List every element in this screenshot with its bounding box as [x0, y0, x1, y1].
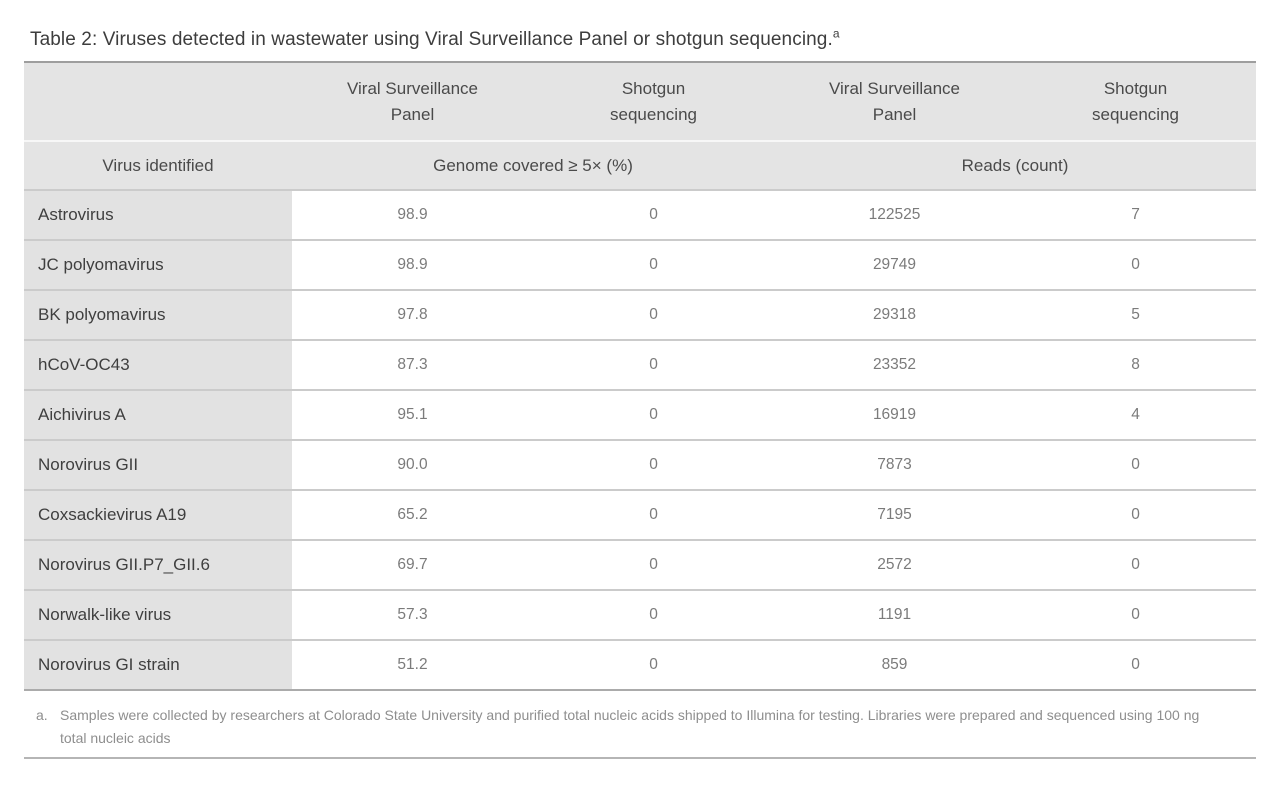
- shotgun-genome-cell: 0: [649, 256, 658, 273]
- shotgun-genome-cell: 0: [649, 656, 658, 673]
- shotgun-reads-cell: 0: [1131, 656, 1140, 673]
- header-vsp-genome: Viral Surveillance Panel: [346, 78, 479, 124]
- table-row: Aichivirus A 95.1 0 16919 4: [24, 389, 1256, 439]
- shotgun-genome-cell: 0: [649, 356, 658, 373]
- footnote-marker: a.: [36, 707, 48, 723]
- virus-name-cell: hCoV-OC43: [24, 341, 292, 389]
- virus-name-cell: Norwalk-like virus: [24, 591, 292, 639]
- table-row: Norovirus GI strain 51.2 0 859 0: [24, 639, 1256, 689]
- shotgun-reads-cell: 4: [1131, 406, 1140, 423]
- header-genome-covered: Genome covered ≥ 5× (%): [433, 155, 633, 175]
- shotgun-reads-cell: 7: [1131, 206, 1140, 223]
- table-row: BK polyomavirus 97.8 0 29318 5: [24, 289, 1256, 339]
- vsp-reads-cell: 859: [881, 656, 908, 673]
- header-vsp-reads: Viral Surveillance Panel: [828, 78, 961, 124]
- vsp-genome-cell: 98.9: [397, 256, 428, 273]
- shotgun-reads-cell: 0: [1131, 256, 1140, 273]
- table-row: Norovirus GII.P7_GII.6 69.7 0 2572 0: [24, 539, 1256, 589]
- vsp-genome-cell: 69.7: [397, 556, 428, 573]
- bottom-divider: [24, 757, 1256, 759]
- shotgun-genome-cell: 0: [649, 206, 658, 223]
- shotgun-reads-cell: 0: [1131, 556, 1140, 573]
- shotgun-genome-cell: 0: [649, 506, 658, 523]
- vsp-genome-cell: 51.2: [397, 656, 428, 673]
- shotgun-genome-cell: 0: [649, 406, 658, 423]
- table-bottom-border: [24, 689, 1256, 691]
- table-footnote: a. Samples were collected by researchers…: [24, 691, 1256, 757]
- header-shotgun-reads: Shotgun sequencing: [1092, 78, 1179, 124]
- table-row: JC polyomavirus 98.9 0 29749 0: [24, 239, 1256, 289]
- table-row: Coxsackievirus A19 65.2 0 7195 0: [24, 489, 1256, 539]
- table-caption-text: Table 2: Viruses detected in wastewater …: [30, 29, 833, 50]
- shotgun-reads-cell: 0: [1131, 606, 1140, 623]
- table-caption: Table 2: Viruses detected in wastewater …: [30, 28, 840, 52]
- vsp-reads-cell: 1191: [877, 606, 912, 623]
- shotgun-genome-cell: 0: [649, 556, 658, 573]
- virus-name-cell: Norovirus GI strain: [24, 641, 292, 689]
- vsp-genome-cell: 97.8: [397, 306, 428, 323]
- vsp-genome-cell: 90.0: [397, 456, 428, 473]
- vsp-genome-cell: 98.9: [397, 206, 428, 223]
- shotgun-reads-cell: 5: [1131, 306, 1140, 323]
- footnote-text: Samples were collected by researchers at…: [60, 707, 1200, 746]
- header-empty-cell: [24, 63, 292, 140]
- vsp-reads-cell: 7195: [877, 506, 912, 523]
- virus-name-cell: JC polyomavirus: [24, 241, 292, 289]
- table-header-row-methods: Viral Surveillance Panel Shotgun sequenc…: [24, 61, 1256, 140]
- vsp-reads-cell: 2572: [877, 556, 912, 573]
- table-row: Astrovirus 98.9 0 122525 7: [24, 189, 1256, 239]
- shotgun-reads-cell: 0: [1131, 506, 1140, 523]
- vsp-genome-cell: 95.1: [397, 406, 428, 423]
- header-virus-identified: Virus identified: [102, 155, 214, 175]
- vsp-reads-cell: 7873: [877, 456, 912, 473]
- vsp-reads-cell: 122525: [868, 206, 921, 223]
- virus-name-cell: Coxsackievirus A19: [24, 491, 292, 539]
- vsp-reads-cell: 29749: [872, 256, 917, 273]
- virus-name-cell: BK polyomavirus: [24, 291, 292, 339]
- footnote-marker-superscript: a: [832, 26, 840, 41]
- vsp-genome-cell: 65.2: [397, 506, 428, 523]
- shotgun-genome-cell: 0: [649, 456, 658, 473]
- vsp-genome-cell: 87.3: [397, 356, 428, 373]
- vsp-reads-cell: 23352: [872, 356, 917, 373]
- vsp-genome-cell: 57.3: [397, 606, 428, 623]
- table-header-row-metrics: Virus identified Genome covered ≥ 5× (%)…: [24, 140, 1256, 189]
- table-row: hCoV-OC43 87.3 0 23352 8: [24, 339, 1256, 389]
- virus-table: Viral Surveillance Panel Shotgun sequenc…: [24, 61, 1256, 759]
- shotgun-reads-cell: 0: [1131, 456, 1140, 473]
- shotgun-genome-cell: 0: [649, 306, 658, 323]
- header-shotgun-genome: Shotgun sequencing: [610, 78, 697, 124]
- table-row: Norwalk-like virus 57.3 0 1191 0: [24, 589, 1256, 639]
- virus-name-cell: Norovirus GII.P7_GII.6: [24, 541, 292, 589]
- virus-name-cell: Aichivirus A: [24, 391, 292, 439]
- virus-name-cell: Astrovirus: [24, 191, 292, 239]
- vsp-reads-cell: 16919: [872, 406, 917, 423]
- shotgun-reads-cell: 8: [1131, 356, 1140, 373]
- vsp-reads-cell: 29318: [872, 306, 917, 323]
- virus-name-cell: Norovirus GII: [24, 441, 292, 489]
- header-reads-count: Reads (count): [961, 155, 1069, 175]
- shotgun-genome-cell: 0: [649, 606, 658, 623]
- table-row: Norovirus GII 90.0 0 7873 0: [24, 439, 1256, 489]
